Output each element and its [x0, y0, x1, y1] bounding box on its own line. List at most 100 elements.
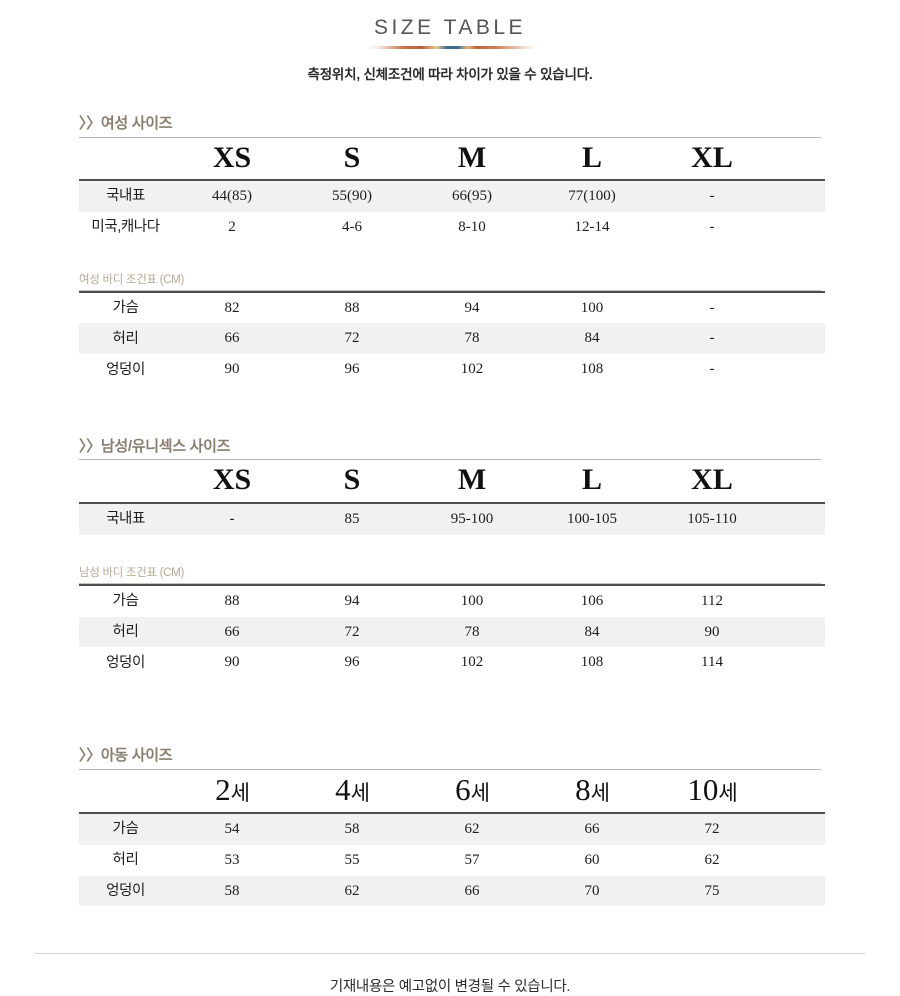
women-size-header-s: S [343, 140, 361, 174]
women-standard-size-table: XS S M L XL 국내표 44(85) 55(90) 66(95) 77(… [79, 138, 825, 243]
table-row: 엉덩이 58 62 66 70 75 [79, 875, 825, 907]
cell: 85 [292, 502, 412, 535]
row-label: 국내표 [79, 502, 172, 535]
cell: 78 [412, 616, 532, 648]
cell: 84 [532, 616, 652, 648]
section-heading-kids: 〉〉아동 사이즈 [79, 746, 821, 770]
men-standard-size-table: XS S M L XL 국내표 - 85 95-100 100-105 105-… [79, 460, 825, 535]
cell-pad [772, 813, 825, 845]
men-body-measurement-table: 가슴 88 94 100 106 112 허리 66 72 78 84 90 [79, 584, 825, 678]
cell: 108 [580, 361, 604, 378]
section-men-unisex: 〉〉남성/유니섹스 사이즈 XS S M L XL 국내표 - [79, 437, 825, 678]
women-size-header-blank [79, 138, 172, 181]
women-size-header-xl: XL [691, 140, 733, 174]
cell-pad [772, 354, 825, 385]
cell: 90 [652, 616, 772, 648]
cell: - [709, 218, 715, 235]
cell: - [652, 180, 772, 212]
cell: 53 [224, 851, 240, 868]
title-block: SIZE TABLE 측정위치, 신체조건에 따라 차이가 있을 수 있습니다. [0, 0, 900, 83]
cell-pad [772, 292, 825, 324]
kids-age-header-4: 4세 [292, 770, 412, 814]
cell: 4-6 [342, 218, 362, 235]
cell: 94 [464, 299, 480, 316]
age-number: 6 [455, 771, 471, 807]
table-row: 허리 53 55 57 60 62 [79, 845, 825, 876]
cell: 44(85) [172, 180, 292, 212]
row-label: 엉덩이 [106, 361, 145, 378]
page-title: SIZE TABLE [373, 16, 527, 39]
cell: 88 [344, 299, 360, 316]
page-subtitle: 측정위치, 신체조건에 따라 차이가 있을 수 있습니다. [307, 67, 593, 83]
cell: 100 [460, 592, 484, 609]
kids-age-header-pad [772, 770, 825, 814]
men-size-header-s: S [343, 463, 361, 497]
cell: 66 [172, 616, 292, 648]
age-number: 10 [687, 771, 719, 807]
row-label: 엉덩이 [79, 875, 172, 907]
women-size-header-pad [772, 138, 825, 181]
cell: 66 [172, 323, 292, 355]
cell: 72 [652, 813, 772, 845]
footer-divider [35, 953, 865, 955]
cell: 62 [292, 875, 412, 907]
cell: - [709, 299, 715, 316]
table-row: 허리 66 72 78 84 - [79, 323, 825, 355]
row-label: 가슴 [112, 593, 139, 610]
cell: 2 [228, 218, 236, 235]
cell: 66 [532, 813, 652, 845]
title-divider-ornament [365, 46, 535, 50]
age-suffix: 세 [590, 781, 610, 805]
age-suffix: 세 [718, 781, 737, 805]
cell: 12-14 [574, 218, 610, 235]
table-row: 엉덩이 90 96 102 108 - [79, 354, 825, 385]
footer-note: 기재내용은 예고없이 변경될 수 있습니다. [329, 979, 571, 996]
cell-pad [772, 502, 825, 535]
age-suffix: 세 [350, 781, 370, 805]
age-number: 8 [575, 771, 591, 807]
table-row: 미국,캐나다 2 4-6 8-10 12-14 - [79, 212, 825, 243]
table-row: 가슴 82 88 94 100 - [79, 292, 825, 324]
kids-age-header-row: 2세 4세 6세 8세 10세 [79, 770, 825, 814]
women-body-measurement-table: 가슴 82 88 94 100 - 허리 66 72 78 84 - [79, 291, 825, 385]
age-number: 4 [335, 771, 351, 807]
row-label: 가슴 [79, 813, 172, 845]
table-row: 가슴 54 58 62 66 72 [79, 813, 825, 845]
cell: 102 [460, 361, 484, 378]
cell: - [709, 361, 715, 378]
cell: 58 [292, 813, 412, 845]
cell: 62 [412, 813, 532, 845]
cell: 66(95) [412, 180, 532, 212]
cell: 108 [580, 654, 604, 671]
cell: 112 [701, 592, 723, 609]
cell-pad [772, 323, 825, 355]
men-size-header-xl: XL [691, 463, 733, 497]
section-heading-men: 〉〉남성/유니섹스 사이즈 [79, 437, 821, 461]
men-size-header-xs: XS [212, 463, 252, 497]
cell-pad [772, 647, 825, 678]
cell: 57 [464, 851, 480, 868]
table-row: 허리 66 72 78 84 90 [79, 616, 825, 648]
cell: 106 [580, 592, 604, 609]
cell: 84 [532, 323, 652, 355]
cell: 72 [292, 323, 412, 355]
cell: 66 [412, 875, 532, 907]
cell: 100 [580, 299, 604, 316]
table-row: 엉덩이 90 96 102 108 114 [79, 647, 825, 678]
cell: 102 [460, 654, 484, 671]
women-size-header-row: XS S M L XL [79, 138, 825, 181]
cell: 90 [224, 361, 240, 378]
cell: 82 [224, 299, 240, 316]
cell-pad [772, 875, 825, 907]
cell: 96 [344, 361, 360, 378]
cell: 100-105 [532, 502, 652, 535]
cell-pad [772, 616, 825, 648]
row-label: 미국,캐나다 [91, 219, 160, 236]
cell: 62 [704, 851, 720, 868]
cell: 105-110 [652, 502, 772, 535]
table-row: 국내표 44(85) 55(90) 66(95) 77(100) - [79, 180, 825, 212]
cell: 58 [172, 875, 292, 907]
cell: 75 [652, 875, 772, 907]
cell-pad [772, 845, 825, 876]
